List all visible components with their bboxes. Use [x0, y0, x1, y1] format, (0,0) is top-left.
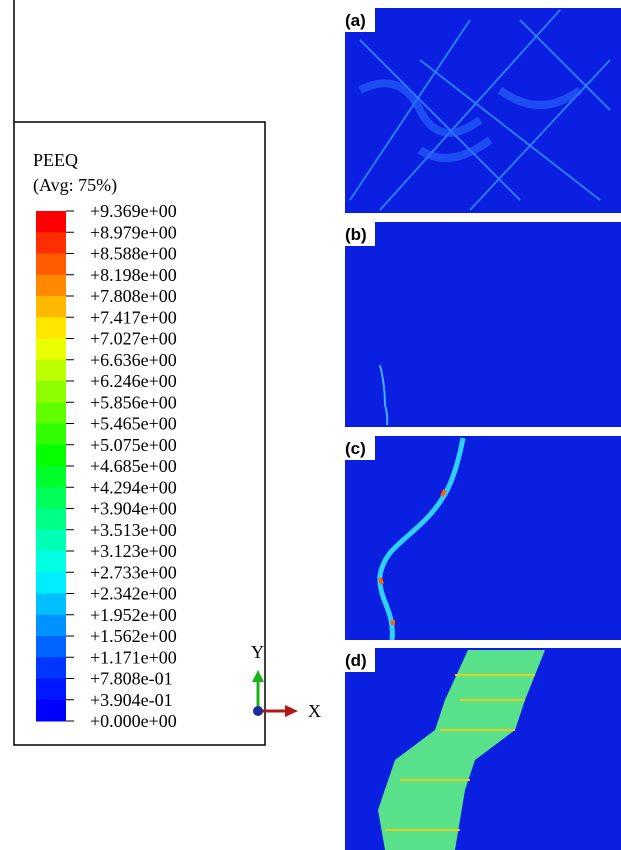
color-band	[36, 296, 66, 318]
color-band	[36, 402, 66, 424]
legend-label: +8.588e+00	[90, 244, 177, 264]
color-band	[36, 444, 66, 467]
legend-label: +4.685e+00	[90, 456, 177, 476]
color-band	[36, 211, 66, 233]
panel-a	[345, 8, 621, 213]
color-band	[36, 487, 66, 509]
panel-label: (a)	[345, 11, 366, 30]
legend-label: +0.000e+00	[90, 711, 177, 731]
color-band	[36, 699, 66, 722]
panel-a-field	[345, 8, 621, 213]
legend-label: +3.123e+00	[90, 541, 177, 561]
legend-title: PEEQ	[33, 150, 78, 170]
color-band	[36, 253, 66, 276]
color-band	[36, 678, 66, 701]
legend-label: +2.733e+00	[90, 562, 177, 582]
color-band	[36, 317, 66, 339]
panel-d-streaks	[385, 674, 535, 831]
triad-y-label: Y	[251, 642, 264, 662]
panel-c-hotspots	[378, 489, 447, 625]
legend-label: +5.465e+00	[90, 414, 177, 434]
legend-label: +8.979e+00	[90, 222, 177, 242]
panel-a-patches	[358, 79, 583, 162]
color-bar: +9.369e+00+8.979e+00+8.588e+00+8.198e+00…	[36, 201, 177, 731]
panel-a-bands	[349, 9, 611, 211]
color-band	[36, 551, 66, 573]
color-band	[36, 232, 66, 254]
color-band	[36, 338, 66, 361]
panel-label: (d)	[345, 651, 367, 670]
color-band	[36, 274, 66, 297]
color-band	[36, 381, 66, 403]
triad: Y X	[251, 642, 321, 721]
panel-b-field	[345, 222, 621, 427]
legend-label: +5.075e+00	[90, 435, 177, 455]
legend-label: +9.369e+00	[90, 201, 177, 221]
triad-x-label: X	[308, 701, 321, 721]
panel-label-box	[343, 648, 375, 672]
legend-label: +4.294e+00	[90, 477, 177, 497]
legend-label: +1.952e+00	[90, 605, 177, 625]
panel-label-box	[343, 436, 375, 460]
legend-label: +7.808e+00	[90, 286, 177, 306]
color-band	[36, 657, 66, 679]
legend-label: +7.808e-01	[90, 669, 173, 689]
color-band	[36, 359, 66, 382]
legend-label: +3.904e-01	[90, 690, 173, 710]
color-band	[36, 423, 66, 446]
panel-label: (b)	[345, 225, 367, 244]
color-band	[36, 593, 66, 616]
legend-label: +6.246e+00	[90, 371, 177, 391]
legend-label: +7.027e+00	[90, 329, 177, 349]
panel-c-crack	[377, 437, 466, 641]
legend-label: +2.342e+00	[90, 584, 177, 604]
panel-label: (c)	[345, 439, 366, 458]
color-band	[36, 572, 66, 594]
panel-b-crack	[379, 364, 389, 426]
legend-label: +3.904e+00	[90, 499, 177, 519]
panels: (a) (b) (c) (d)	[343, 8, 621, 850]
x-arrow-head	[285, 705, 298, 717]
panel-c	[345, 436, 621, 641]
color-band	[36, 529, 66, 552]
legend-label: +3.513e+00	[90, 520, 177, 540]
color-band	[36, 614, 66, 637]
y-arrow-head	[252, 670, 264, 682]
color-band	[36, 636, 66, 658]
panel-b	[345, 222, 621, 427]
panel-label-box	[343, 222, 375, 246]
legend-label: +5.856e+00	[90, 392, 177, 412]
legend-label: +6.636e+00	[90, 350, 177, 370]
legend-subtitle: (Avg: 75%)	[33, 175, 117, 196]
legend-label: +7.417e+00	[90, 307, 177, 327]
color-band	[36, 508, 66, 531]
triad-origin	[253, 706, 263, 716]
legend-label: +8.198e+00	[90, 265, 177, 285]
legend-label: +1.171e+00	[90, 647, 177, 667]
panel-label-box	[343, 8, 375, 32]
panel-c-field	[345, 436, 621, 640]
legend-label: +1.562e+00	[90, 626, 177, 646]
panel-d	[345, 648, 621, 850]
color-band	[36, 466, 66, 488]
